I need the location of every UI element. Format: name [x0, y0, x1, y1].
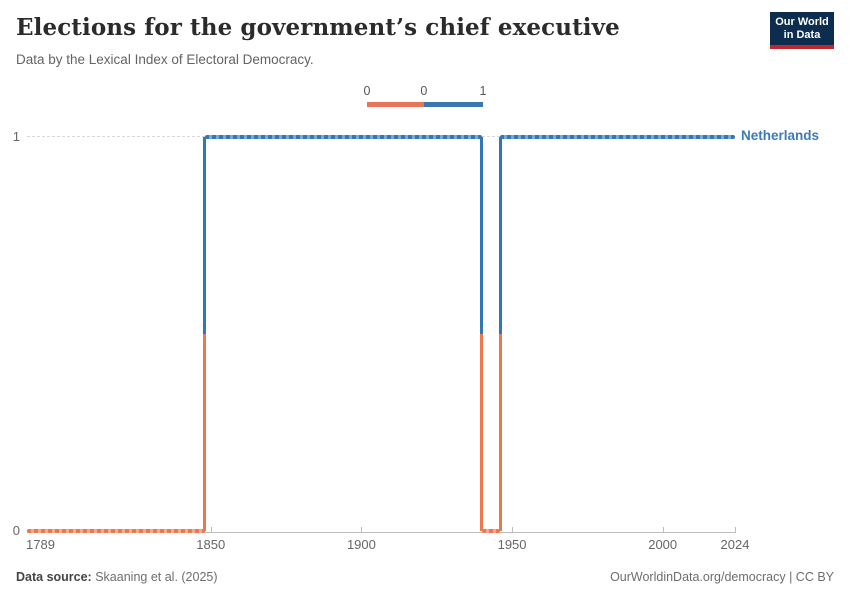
y-axis-label-1: 1	[12, 129, 20, 144]
series-label-netherlands[interactable]: Netherlands	[741, 128, 820, 143]
series-segment-1946-2024[interactable]	[500, 135, 735, 139]
x-axis-tick-1950	[512, 527, 514, 533]
x-axis-label-1900: 1900	[346, 537, 376, 552]
color-legend: 0 0 1	[363, 84, 486, 108]
legend-label-1: 1	[479, 84, 487, 98]
chart-footer: Data source: Skaaning et al. (2025) OurW…	[16, 570, 834, 584]
data-source-value: Skaaning et al. (2025)	[95, 570, 218, 584]
series-connector-1848	[203, 137, 207, 531]
data-source-label: Data source:	[16, 570, 92, 584]
x-axis-label-2024: 2024	[720, 537, 750, 552]
legend-label-0b: 0	[420, 84, 428, 98]
license-link[interactable]: OurWorldinData.org/democracy | CC BY	[610, 570, 834, 584]
legend-segment-0[interactable]	[367, 102, 424, 107]
x-axis-tick-1850	[210, 527, 212, 533]
x-axis-tick-1900	[361, 527, 363, 533]
x-axis-label-1789: 1789	[26, 537, 55, 552]
owid-logo-line2: in Data	[783, 28, 821, 41]
owid-logo-line1: Our World	[775, 15, 829, 28]
x-axis-label-1850: 1850	[196, 537, 226, 552]
owid-logo[interactable]: Our World in Data	[770, 12, 834, 49]
page-subtitle: Data by the Lexical Index of Electoral D…	[16, 52, 314, 67]
y-axis-label-0: 0	[12, 523, 20, 538]
series-segment-1789-1848[interactable]	[27, 529, 205, 533]
x-axis-tick-2000	[662, 527, 664, 533]
x-axis-label-2000: 2000	[648, 537, 678, 552]
series-connector-1946	[498, 137, 502, 531]
series-segment-1848-1940[interactable]	[204, 135, 482, 139]
series-segment-1940-1946[interactable]	[481, 529, 500, 533]
page-title: Elections for the government’s chief exe…	[16, 14, 620, 41]
x-axis-tick-2024	[735, 527, 736, 533]
legend-segment-1[interactable]	[424, 102, 483, 107]
x-axis-line	[27, 532, 735, 533]
data-source-note: Data source: Skaaning et al. (2025)	[16, 570, 218, 584]
x-axis-label-1950: 1950	[497, 537, 527, 552]
legend-color-bar	[367, 102, 483, 107]
legend-label-0a: 0	[363, 84, 371, 98]
series-connector-1940	[480, 137, 484, 531]
